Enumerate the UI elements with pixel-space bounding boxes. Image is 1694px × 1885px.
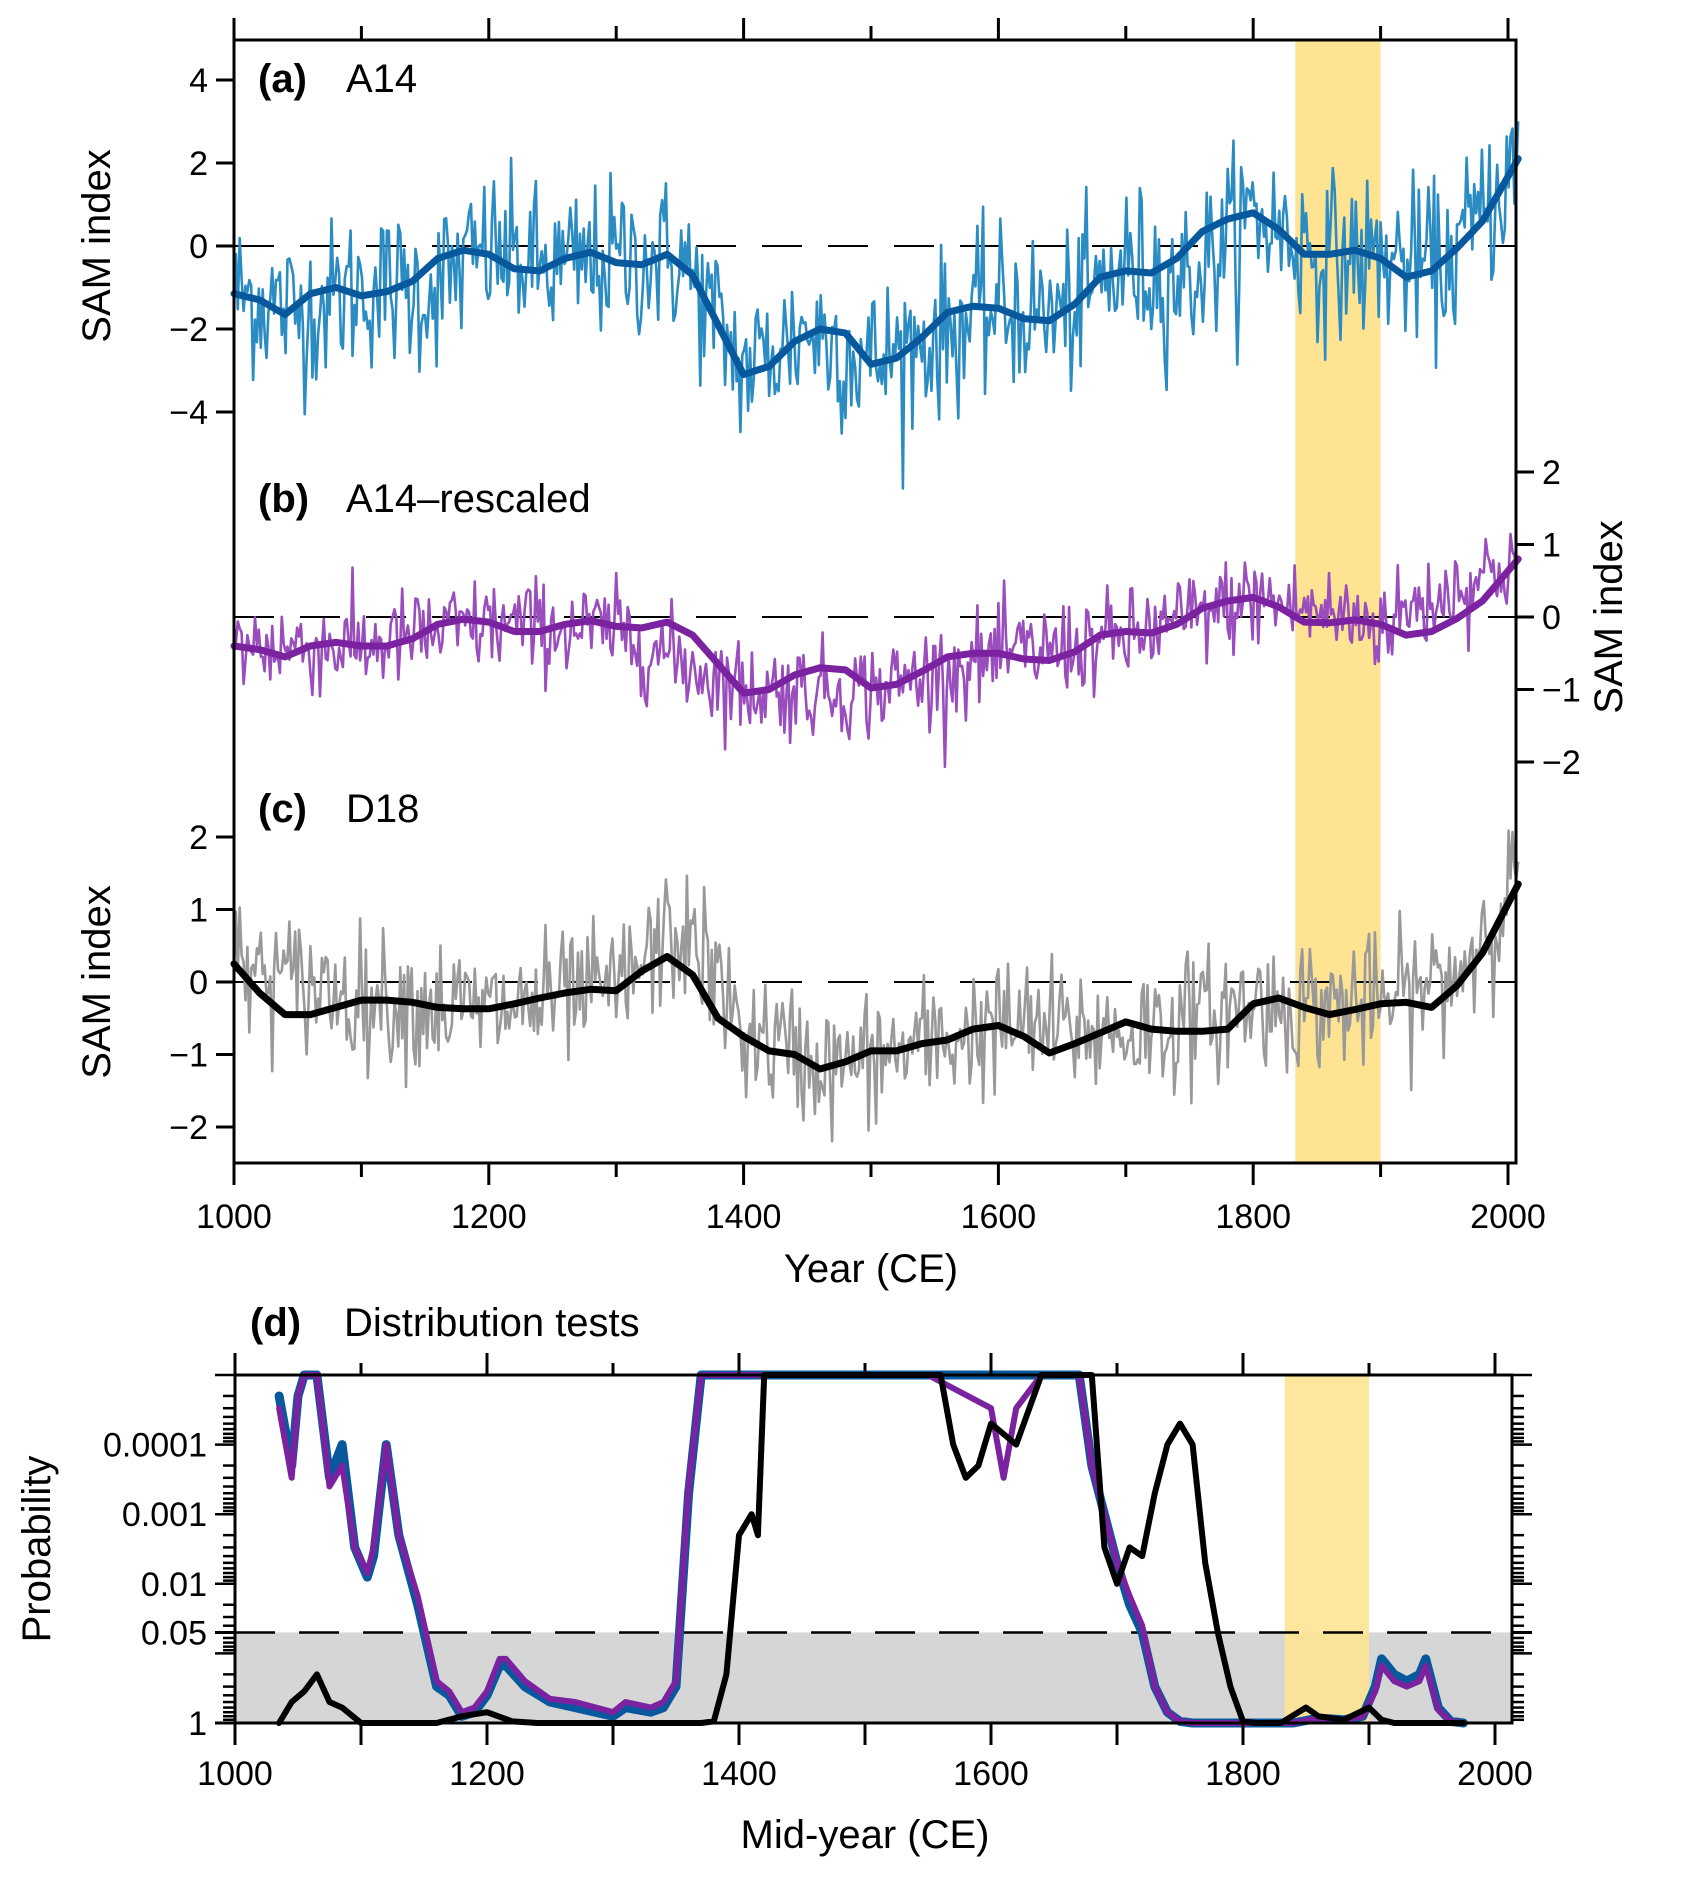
panel-c-ylabel: SAM index <box>75 885 119 1078</box>
series-line-a-smoothed <box>230 155 1522 379</box>
x-tick-label: 1800 <box>1215 1198 1291 1236</box>
y-tick-label: −2 <box>169 1109 208 1147</box>
panel-b-title: A14–rescaled <box>346 477 591 521</box>
series-line-b-smoothed <box>230 555 1522 697</box>
y-tick-label: −4 <box>169 394 208 432</box>
x-tick-label: 1800 <box>1205 1755 1281 1793</box>
y-tick-label: 2 <box>189 145 208 183</box>
y-tick-label: 0 <box>1542 599 1561 637</box>
y-tick-label: −1 <box>1542 672 1581 710</box>
y-tick-label: 1 <box>189 892 208 930</box>
x-tick-label: 1400 <box>701 1755 777 1793</box>
panel-b: −2 −1 0 1 2 <box>230 454 1581 782</box>
panel-d-xlabel: Mid-year (CE) <box>741 1813 990 1857</box>
x-tick-label: 1600 <box>961 1198 1037 1236</box>
x-axis-upper: 1000 1200 1400 1600 1800 2000 <box>196 18 1546 1236</box>
panel-d-ylabel: Probability <box>15 1456 59 1643</box>
y-tick-label: −2 <box>169 311 208 349</box>
y-tick-label: 0.05 <box>141 1614 207 1652</box>
panel-a: −4 −2 0 2 4 <box>169 62 1522 490</box>
plot-frame-d <box>233 1373 1514 1725</box>
panel-d-letter: (d) <box>250 1301 301 1345</box>
panel-c-letter: (c) <box>258 787 307 831</box>
panel-a-ylabel: SAM index <box>75 149 119 342</box>
y-tick-label: 2 <box>189 819 208 857</box>
panel-a-title: A14 <box>346 57 417 101</box>
y-tick-label: −2 <box>1542 744 1581 782</box>
y-tick-label: 4 <box>189 62 208 100</box>
x-tick-label: 1000 <box>196 1198 272 1236</box>
y-tick-label: 0.001 <box>122 1496 207 1534</box>
panel-c: −2 −1 0 1 2 <box>169 819 1522 1147</box>
series-line-a-annual <box>232 121 1520 490</box>
plot-frame-upper <box>232 38 1518 1165</box>
panel-c-xlabel: Year (CE) <box>784 1247 958 1291</box>
y-tick-label: 0.01 <box>141 1566 207 1604</box>
x-tick-label: 2000 <box>1470 1198 1546 1236</box>
x-tick-label: 1400 <box>706 1198 782 1236</box>
y-tick-label: 0.0001 <box>103 1427 207 1465</box>
series-line-c-annual <box>232 829 1520 1143</box>
panel-b-letter: (b) <box>258 477 309 521</box>
panel-d: (d) Distribution tests 1000 1200 1400 1600 1… <box>15 1301 1533 1857</box>
series-line-c-smoothed <box>230 880 1522 1073</box>
panel-b-ylabel: SAM index <box>1587 520 1631 713</box>
y-tick-label: 0 <box>189 964 208 1002</box>
x-tick-label: 1200 <box>451 1198 527 1236</box>
x-tick-label: 2000 <box>1457 1755 1533 1793</box>
x-tick-label: 1000 <box>197 1755 273 1793</box>
panel-c-title: D18 <box>346 787 419 831</box>
panel-d-title: Distribution tests <box>344 1301 640 1345</box>
axes-d: 1000 1200 1400 1600 1800 2000 1 0.05 0.01 0.001 0.… <box>103 1353 1533 1793</box>
upper-panels: −4 −2 0 2 4 −2 −1 0 1 2 −2 −1 0 1 2 1000 1200 1400 1600… <box>75 18 1631 1291</box>
y-tick-label: 2 <box>1542 454 1561 492</box>
y-tick-label: −1 <box>169 1037 208 1075</box>
y-tick-label: 1 <box>1542 527 1561 565</box>
panel-a-letter: (a) <box>258 57 307 101</box>
y-tick-label: 1 <box>188 1705 207 1743</box>
x-tick-label: 1600 <box>953 1755 1029 1793</box>
highlight-band-lower <box>1284 1375 1369 1723</box>
x-tick-label: 1200 <box>449 1755 525 1793</box>
y-tick-label: 0 <box>189 228 208 266</box>
